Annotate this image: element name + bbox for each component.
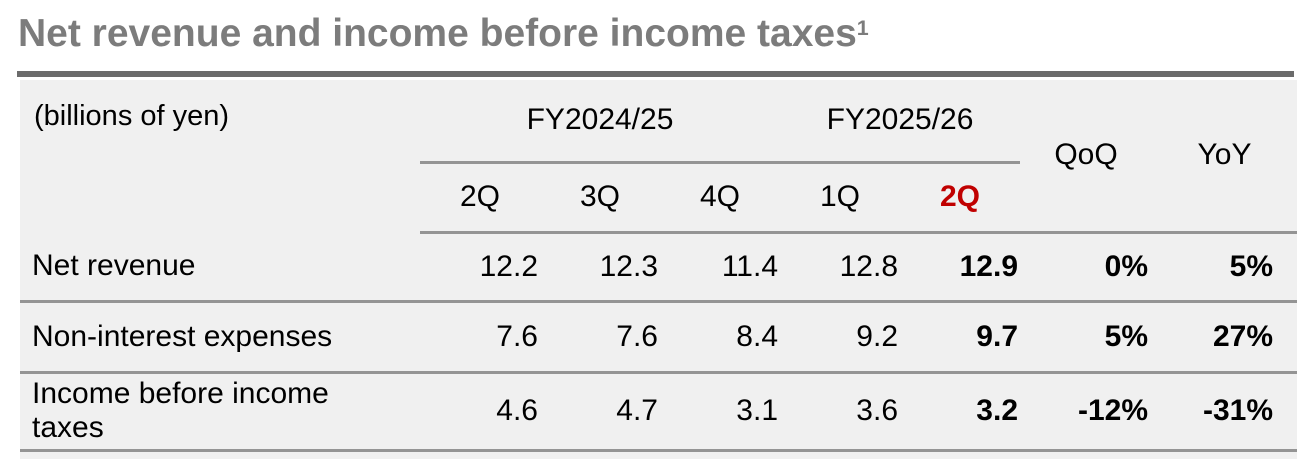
value-income-before-taxes-fy25-1q: 3.6 [780, 372, 901, 452]
quarter-header-fy25-2q-highlighted: 2Q [900, 162, 1021, 234]
value-net-revenue-fy25-1q: 12.8 [780, 232, 901, 303]
table-row-net-revenue: Net revenue 12.2 12.3 11.4 12.8 12.9 0% … [20, 232, 1298, 303]
quarter-header-fy24-4q: 4Q [660, 162, 781, 234]
qoq-column-header: QoQ [1020, 80, 1153, 234]
yoy-column-header: YoY [1152, 80, 1298, 234]
value-income-before-taxes-yoy: -31% [1152, 372, 1298, 452]
quarter-header-fy25-1q: 1Q [780, 162, 901, 234]
value-net-revenue-qoq: 0% [1020, 232, 1153, 303]
page-title-text: Net revenue and income before income tax… [18, 12, 857, 55]
row-label-income-before-income-taxes: Income before income taxes [20, 372, 420, 452]
value-non-interest-expenses-fy24-3q: 7.6 [540, 301, 660, 374]
fy-group-header-2025-26: FY2025/26 [780, 80, 1021, 164]
results-table: (billions of yen) FY2024/25 FY2025/26 Qo… [20, 80, 1298, 452]
results-table-panel: (billions of yen) FY2024/25 FY2025/26 Qo… [20, 80, 1298, 459]
value-income-before-taxes-fy24-2q: 4.6 [420, 372, 540, 452]
value-income-before-taxes-qoq: -12% [1020, 372, 1153, 452]
value-non-interest-expenses-fy25-2q: 9.7 [900, 301, 1021, 374]
quarter-header-fy24-3q: 3Q [540, 162, 660, 234]
title-underline-rule [17, 71, 1294, 77]
value-net-revenue-fy25-2q: 12.9 [900, 232, 1021, 303]
value-net-revenue-fy24-3q: 12.3 [540, 232, 660, 303]
quarter-header-fy24-2q: 2Q [420, 162, 540, 234]
value-non-interest-expenses-fy25-1q: 9.2 [780, 301, 901, 374]
table-row-income-before-income-taxes: Income before income taxes 4.6 4.7 3.1 3… [20, 372, 1298, 452]
value-non-interest-expenses-qoq: 5% [1020, 301, 1153, 374]
row-label-non-interest-expenses: Non-interest expenses [20, 301, 420, 374]
value-income-before-taxes-fy24-4q: 3.1 [660, 372, 781, 452]
value-net-revenue-fy24-2q: 12.2 [420, 232, 540, 303]
page-title: Net revenue and income before income tax… [18, 12, 869, 56]
title-footnote-superscript: 1 [856, 16, 869, 41]
unit-label: (billions of yen) [20, 80, 420, 232]
value-net-revenue-yoy: 5% [1152, 232, 1298, 303]
value-net-revenue-fy24-4q: 11.4 [660, 232, 781, 303]
table-row-non-interest-expenses: Non-interest expenses 7.6 7.6 8.4 9.2 9.… [20, 301, 1298, 374]
value-income-before-taxes-fy24-3q: 4.7 [540, 372, 660, 452]
value-non-interest-expenses-fy24-4q: 8.4 [660, 301, 781, 374]
row-label-net-revenue: Net revenue [20, 232, 420, 303]
fy-group-header-2024-25: FY2024/25 [420, 80, 781, 164]
value-income-before-taxes-fy25-2q: 3.2 [900, 372, 1021, 452]
value-non-interest-expenses-fy24-2q: 7.6 [420, 301, 540, 374]
value-non-interest-expenses-yoy: 27% [1152, 301, 1298, 374]
